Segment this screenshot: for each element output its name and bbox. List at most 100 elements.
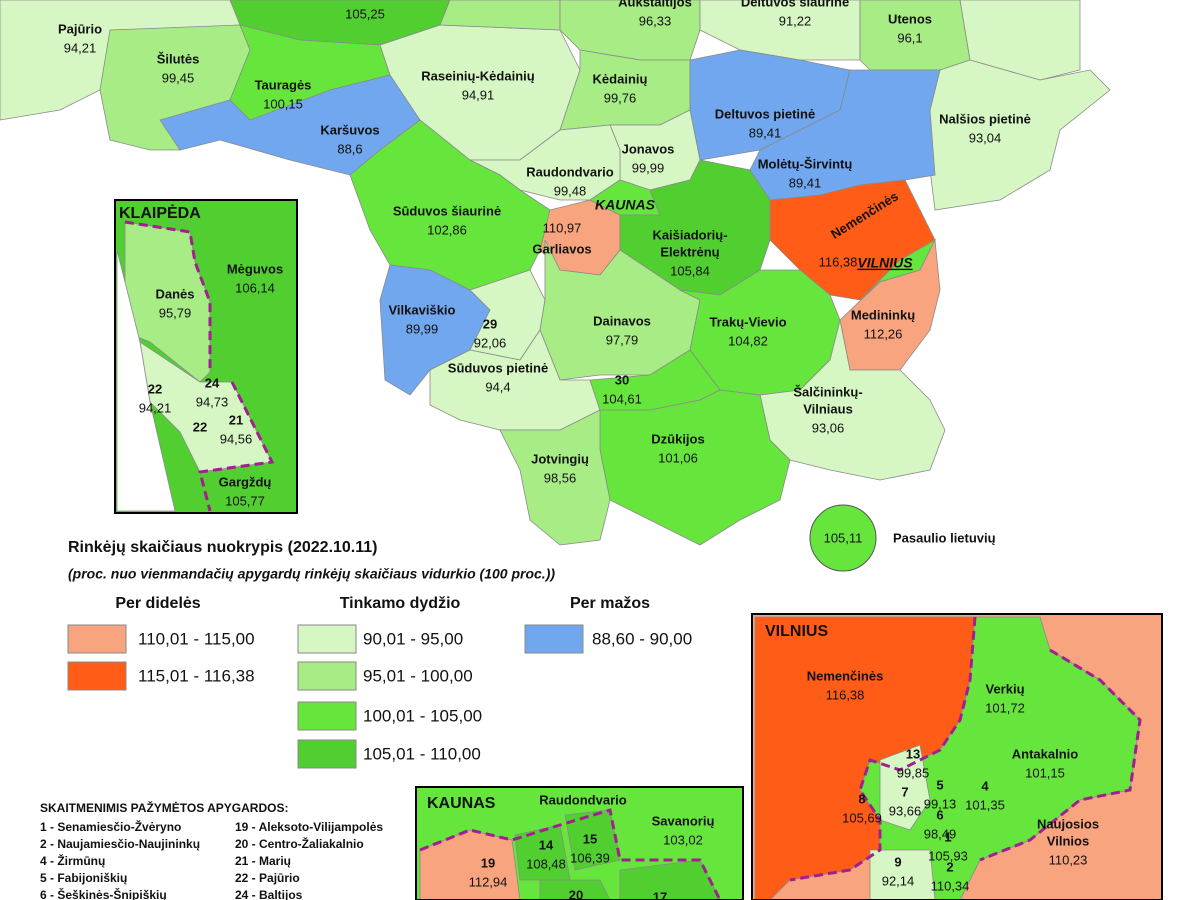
list-item: 20 - Centro-Žaliakalnio xyxy=(235,836,364,851)
region-value: 99,76 xyxy=(604,90,637,105)
region-name: Garliavos xyxy=(532,241,591,256)
region-name: 22 xyxy=(148,381,162,396)
region-name: 5 xyxy=(936,777,943,792)
region-value: 93,66 xyxy=(889,803,922,818)
region-value: 94,4 xyxy=(485,379,510,394)
region-value: 89,99 xyxy=(406,321,439,336)
region-name: 13 xyxy=(906,746,920,761)
region-name: Aukštaitijos xyxy=(618,0,692,9)
legend-label: 95,01 - 100,00 xyxy=(363,666,473,685)
legend-swatch xyxy=(67,661,127,691)
list-item: 2 - Naujamiesčio-Naujininkų xyxy=(40,837,200,851)
inset-border xyxy=(751,613,1163,900)
list-item: 6 - Šeškinės-Šnipiškių xyxy=(40,887,167,900)
region-value: 91,22 xyxy=(779,13,812,28)
region-name: Medininkų xyxy=(851,307,915,322)
region-name: 17 xyxy=(653,889,667,900)
region-value: 101,06 xyxy=(658,450,698,465)
region-value: 116,38 xyxy=(826,687,865,702)
region-value: 92,06 xyxy=(474,335,507,350)
legend-label: 110,01 - 115,00 xyxy=(138,629,255,648)
list-item: 21 - Marių xyxy=(235,854,291,868)
region-value: 101,35 xyxy=(965,797,1005,812)
region-name: Elektrėnų xyxy=(660,244,719,259)
region-value: 99,45 xyxy=(162,70,195,85)
region-value: 106,14 xyxy=(235,280,275,295)
region-name: 8 xyxy=(858,791,865,806)
region-name: 4 xyxy=(981,778,989,793)
region-value: 104,82 xyxy=(728,333,768,348)
region-name: Tauragės xyxy=(255,77,312,92)
list-item: 1 - Senamiesčio-Žvėryno xyxy=(40,819,181,834)
region-value: 102,86 xyxy=(427,222,467,237)
region-value: 110,34 xyxy=(931,878,970,893)
sea xyxy=(116,249,176,512)
region-shape xyxy=(599,389,791,546)
region-name: Sūduvos šiaurinė xyxy=(393,203,501,218)
region-name: Molėtų-Širvintų xyxy=(758,156,853,171)
region-name: Nemenčinės xyxy=(807,668,884,683)
region-name: 7 xyxy=(901,784,908,799)
abroad-name: Pasaulio lietuvių xyxy=(893,530,996,545)
region-value: 105,77 xyxy=(225,493,265,508)
region-name: Naujosios xyxy=(1037,816,1099,831)
list-item: 19 - Aleksoto-Vilijampolės xyxy=(235,820,383,834)
legend-group-title: Tinkamo dydžio xyxy=(340,595,461,612)
region-value: 98,56 xyxy=(544,470,577,485)
region-value: 98,49 xyxy=(924,826,957,841)
inset-title: KLAIPĖDA xyxy=(119,204,201,222)
region-value: 106,39 xyxy=(570,850,610,865)
region-shape xyxy=(619,859,721,900)
region-name: Antakalnio xyxy=(1012,746,1079,761)
region-name: 21 xyxy=(229,412,243,427)
region-shape xyxy=(139,341,273,473)
region-value: 101,72 xyxy=(985,700,1025,715)
inset-title: VILNIUS xyxy=(765,623,828,640)
region-value: 103,02 xyxy=(663,832,703,847)
region-name: Šalčininkų- xyxy=(793,384,862,399)
region-name: Kėdainių xyxy=(593,71,648,86)
region-value: 104,61 xyxy=(602,391,642,406)
region-shape xyxy=(879,744,931,831)
region-name: Sūduvos pietinė xyxy=(448,360,548,375)
list-item: 24 - Baltijos xyxy=(235,888,303,900)
region-value: 101,15 xyxy=(1025,765,1065,780)
region-name: Vilnios xyxy=(1047,833,1089,848)
region-value: 92,14 xyxy=(882,873,915,888)
region-value: 94,21 xyxy=(64,40,97,55)
legend-title: Rinkėjų skaičiaus nuokrypis (2022.10.11) xyxy=(68,539,378,556)
region-value: 110,97 xyxy=(543,220,582,235)
region-name: Danės xyxy=(155,286,194,301)
region-name: Vilniaus xyxy=(803,401,853,416)
region-name: 2 xyxy=(946,859,953,874)
region-name: Utenos xyxy=(888,11,932,26)
region-name: Šilutės xyxy=(157,51,200,66)
legend-label: 115,01 - 116,38 xyxy=(138,666,255,685)
region-value: 89,41 xyxy=(749,125,782,140)
region-name: Raseinių-Kėdainių xyxy=(421,68,534,83)
region-value: 99,48 xyxy=(554,183,587,198)
legend-group-title: Per mažos xyxy=(570,595,650,612)
list-title: SKAITMENIMIS PAŽYMĖTOS APYGARDOS: xyxy=(40,800,288,815)
region-name: Kaišiadorių- xyxy=(652,227,727,242)
region-value: 105,69 xyxy=(842,810,882,825)
region-value: 112,26 xyxy=(864,326,903,341)
region-name: Jonavos xyxy=(622,141,675,156)
list-item: 5 - Fabijoniškių xyxy=(40,871,127,885)
region-value: 97,79 xyxy=(606,332,639,347)
legend-label: 88,60 - 90,00 xyxy=(592,629,692,648)
region-value: 99,85 xyxy=(897,765,930,780)
region-name: 19 xyxy=(481,855,495,870)
legend-swatch xyxy=(67,624,127,654)
legend-swatch xyxy=(297,624,357,654)
abroad-circle xyxy=(809,504,877,572)
region-value: 94,56 xyxy=(220,431,253,446)
region-shape xyxy=(869,849,936,900)
region-name: Jotvingių xyxy=(531,451,589,466)
region-name: Raudondvario xyxy=(526,164,613,179)
city-label: VILNIUS xyxy=(857,255,913,271)
region-name: 29 xyxy=(483,316,497,331)
inset-border xyxy=(114,199,298,514)
region-name: Dzūkijos xyxy=(651,431,704,446)
list-item: 22 - Pajūrio xyxy=(235,871,300,885)
